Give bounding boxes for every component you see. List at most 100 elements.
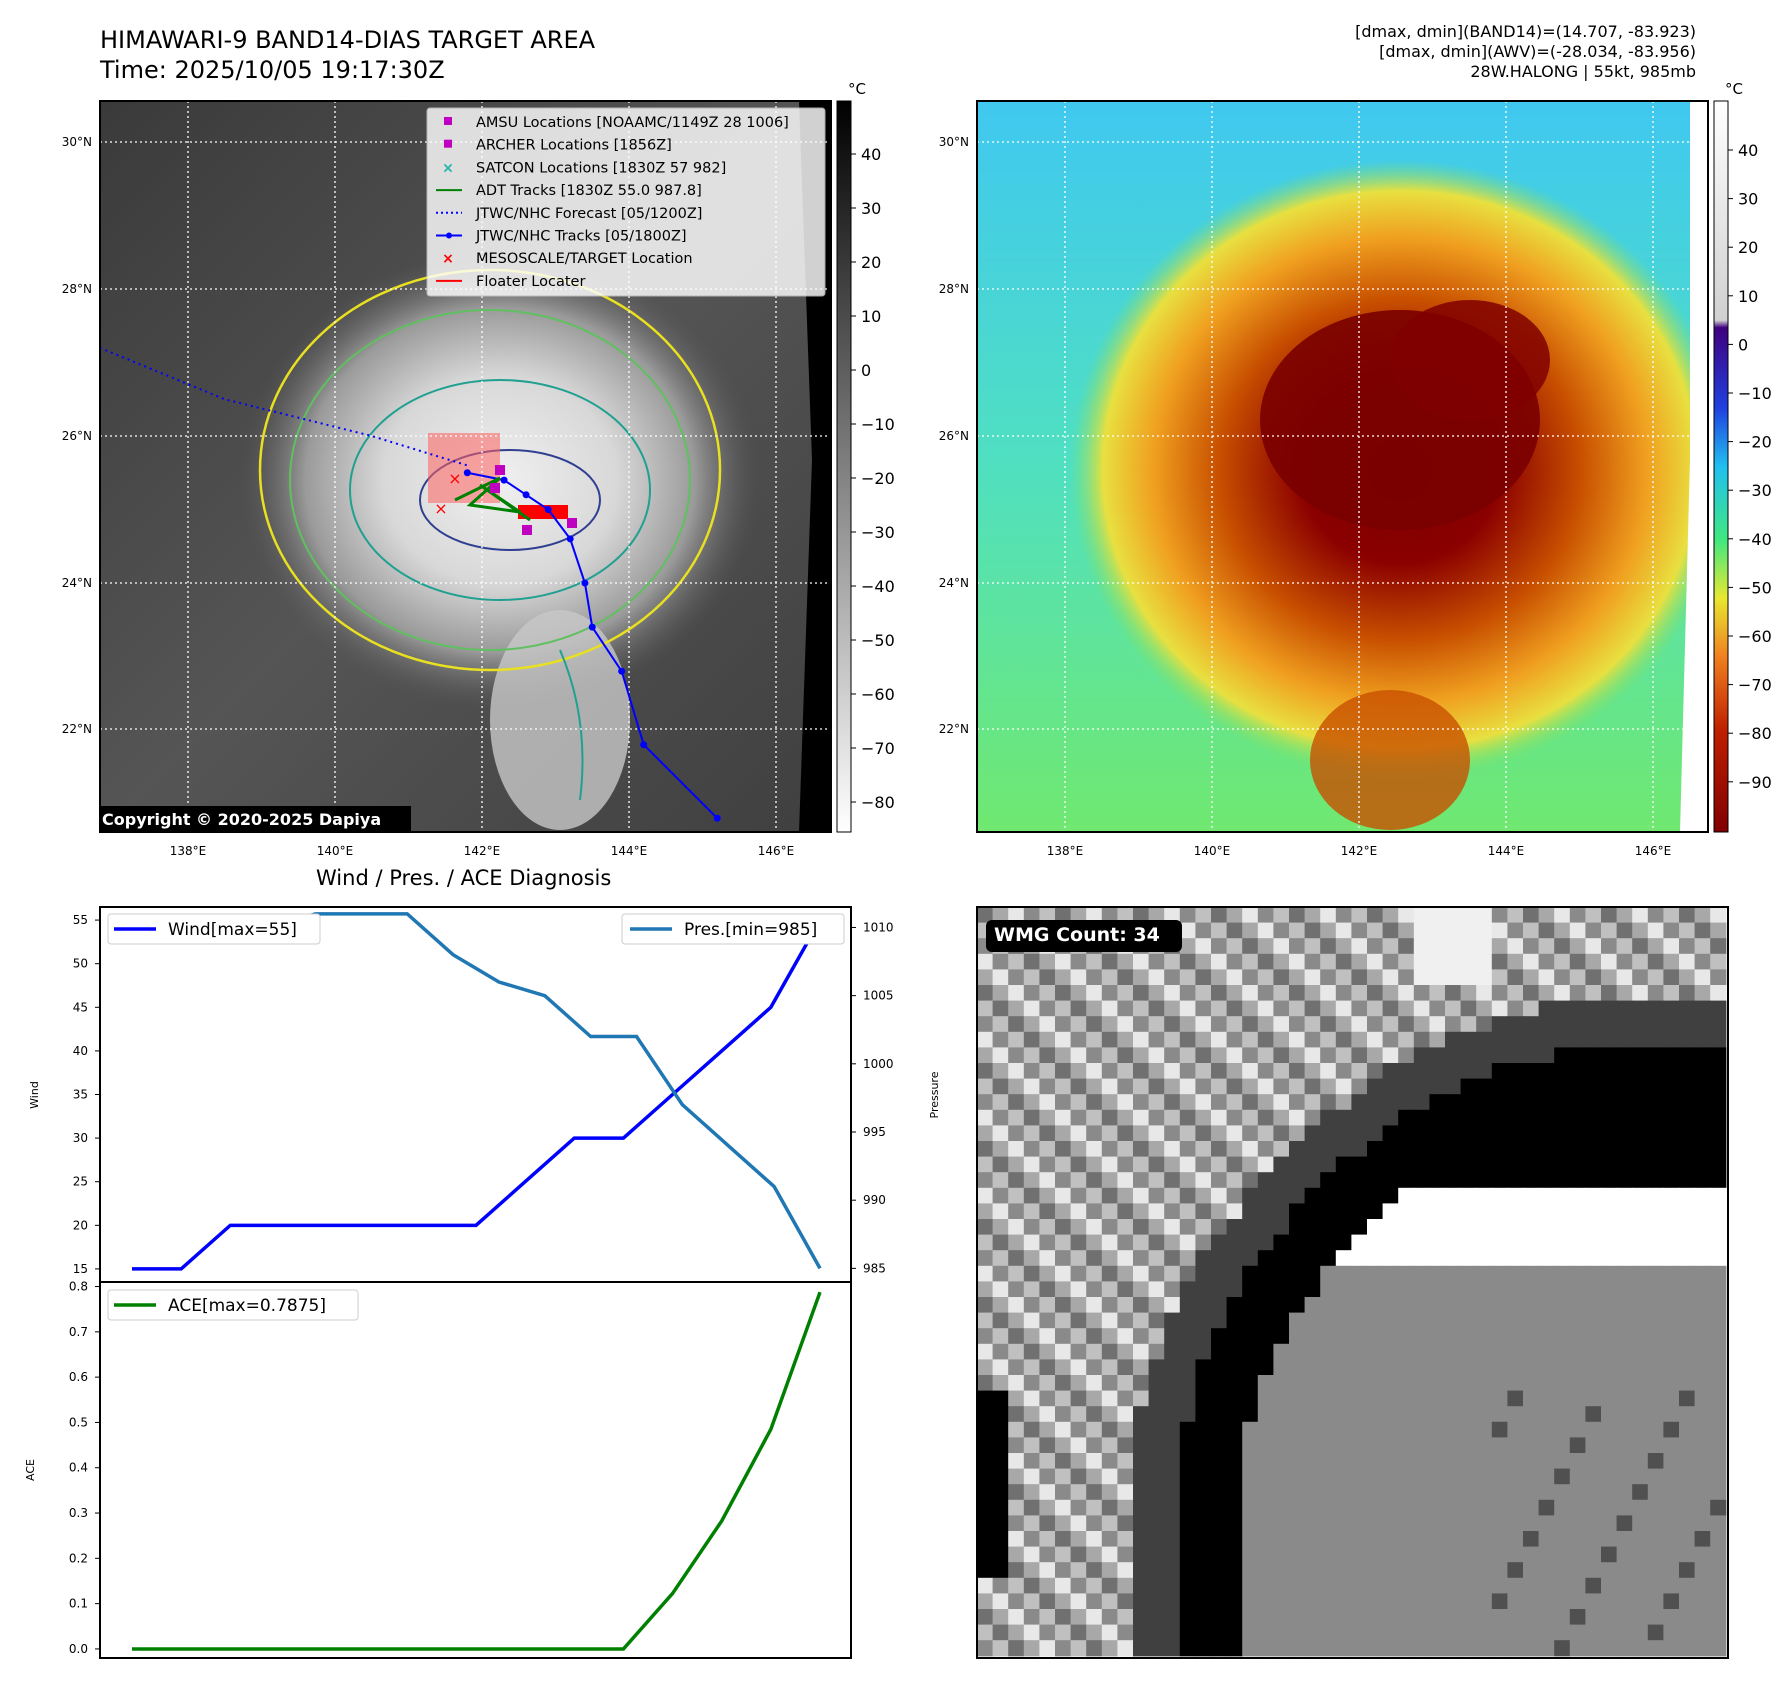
right-map-lon-label: 144°E [1488,844,1525,858]
copyright-box [99,806,411,832]
wind-ytick: 25 [73,1175,88,1189]
track-point [500,476,508,484]
main-title: HIMAWARI-9 BAND14-DIAS TARGET AREA [100,26,596,54]
right-colorbar-tick: 40 [1738,141,1758,160]
right-colorbar-unit: °C [1725,80,1743,98]
jtwc-track: ×× [99,346,721,822]
ace-ytick: 0.8 [69,1280,88,1294]
left-colorbar-tick: 10 [861,307,881,326]
right-colorbar-tick: 10 [1738,287,1758,306]
wind-pressure-chart: 15 20 25 30 35 40 45 50 55 985 990 995 1000 1005 1010 W… [28,906,941,1283]
wmg-panel [976,906,1729,1659]
legend-label: ARCHER Locations [1856Z] [476,138,672,154]
track-point [566,535,574,543]
right-map-lat-label: 26°N [939,429,969,443]
legend-swatch-dot [446,232,452,239]
left-map-lon-label: 142°E [464,844,501,858]
left-colorbar-tick: −30 [861,523,895,542]
colored-band-south [1310,690,1470,830]
track-point [581,579,589,587]
wind-ytick: 50 [73,957,88,971]
storm-info: 28W.HALONG | 55kt, 985mb [1470,62,1696,81]
wind-ytick: 40 [73,1044,88,1058]
ace-ytick: 0.2 [69,1551,88,1565]
left-colorbar-ramp [836,100,852,833]
wind-ytick: 35 [73,1088,88,1102]
ace-ylabel: ACE [24,1459,37,1481]
left-colorbar [836,100,852,833]
track-point [640,741,648,749]
contour-band [559,649,584,801]
pressure-ytick: 995 [863,1125,886,1139]
target-marker: × [434,499,447,518]
right-map-lon-label: 140°E [1194,844,1231,858]
amsu-marker [522,525,532,535]
left-colorbar-tick: −60 [861,685,895,704]
floater-locater [518,505,568,519]
track-point [522,491,530,499]
wmg-frame [976,906,1729,1659]
pressure-ylabel: Pressure [928,1071,941,1118]
ace-ytick: 0.1 [69,1597,88,1611]
legend-label: JTWC/NHC Tracks [05/1800Z] [475,229,687,245]
right-colorbar-tick: 0 [1738,335,1748,354]
wind-legend-label: Wind[max=55] [168,920,297,940]
pressure-ytick: 1000 [863,1057,894,1071]
legend-swatch: × [442,251,454,267]
ace-ytick: 0.5 [69,1415,88,1429]
right-colorbar-tick: −80 [1738,724,1772,743]
ace-legend-label: ACE[max=0.7875] [168,1296,326,1316]
right-colorbar-tick: −10 [1738,384,1772,403]
band14-range: [dmax, dmin](BAND14)=(14.707, -83.923) [1355,22,1696,41]
left-map-lon-label: 146°E [758,844,795,858]
amsu-marker [490,483,500,493]
right-colorbar-tick: −40 [1738,530,1772,549]
ace-ytick: 0.6 [69,1370,88,1384]
right-map-lat-label: 22°N [939,722,969,736]
left-colorbar-tick: −70 [861,739,895,758]
contour-teal [349,379,651,601]
right-colorbar-ramp [1713,100,1729,833]
ace-ytick: 0.3 [69,1506,88,1520]
track-line [467,471,718,819]
left-colorbar-unit: °C [848,80,866,98]
right-map-lon-label: 146°E [1635,844,1672,858]
colored-map-frame [976,100,1709,833]
right-colorbar-tick: −30 [1738,481,1772,500]
track-point [713,814,721,822]
right-colorbar [1713,100,1729,833]
ace-chart-frame [99,1281,852,1659]
left-map-lon-label: 140°E [317,844,354,858]
left-map-lat-label: 30°N [62,135,92,149]
copyright-text: Copyright © 2020-2025 Dapiya [102,810,382,829]
wind-ytick: 45 [73,1000,88,1014]
legend-label: AMSU Locations [NOAAMC/1149Z 28 1006] [476,115,789,131]
left-map-lon-label: 144°E [611,844,648,858]
colored-map-panel [976,100,1709,833]
amsu-marker [567,518,577,528]
left-colorbar-tick: −40 [861,577,895,596]
right-map-lon-label: 142°E [1341,844,1378,858]
left-colorbar-tick: 0 [861,361,871,380]
left-map-lat-label: 22°N [62,722,92,736]
legend-label: Floater Locater [476,274,585,290]
map-grid-right [977,101,1708,832]
pressure-ytick: 985 [863,1261,886,1275]
track-point [544,506,552,513]
ace-ytick: 0.7 [69,1325,88,1339]
legend-label: ADT Tracks [1830Z 55.0 987.8] [476,183,702,199]
right-colorbar-tick: −90 [1738,773,1772,792]
right-colorbar-tick: −50 [1738,578,1772,597]
colored-cb-north [1390,300,1550,420]
pressure-ytick: 1005 [863,989,894,1003]
ace-chart: 0.0 0.1 0.2 0.3 0.4 0.5 0.6 0.7 0.8 ACE ACE[max=0.… [24,1280,852,1659]
timestamp: Time: 2025/10/05 19:17:30Z [100,56,445,84]
legend-label: MESOSCALE/TARGET Location [476,251,693,267]
adt-track [454,476,531,522]
right-map-lon-label: 138°E [1047,844,1084,858]
right-colorbar-tick: 20 [1738,238,1758,257]
ir-rainband [490,610,630,830]
awv-range: [dmax, dmin](AWV)=(-28.034, -83.956) [1379,42,1696,61]
wmg-count-box [986,920,1182,952]
track-point [618,667,626,675]
